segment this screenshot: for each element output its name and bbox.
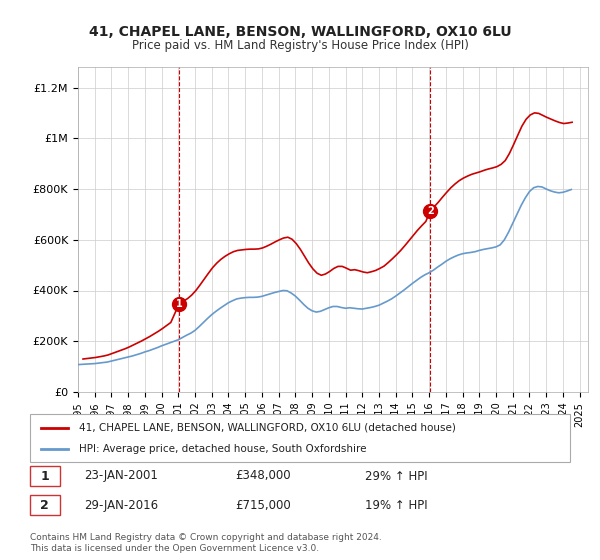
FancyBboxPatch shape: [30, 466, 60, 486]
Text: 2: 2: [427, 206, 434, 216]
FancyBboxPatch shape: [30, 495, 60, 515]
Text: 41, CHAPEL LANE, BENSON, WALLINGFORD, OX10 6LU (detached house): 41, CHAPEL LANE, BENSON, WALLINGFORD, OX…: [79, 423, 455, 433]
Text: 1: 1: [40, 469, 49, 483]
Text: 41, CHAPEL LANE, BENSON, WALLINGFORD, OX10 6LU: 41, CHAPEL LANE, BENSON, WALLINGFORD, OX…: [89, 25, 511, 39]
Text: 29% ↑ HPI: 29% ↑ HPI: [365, 469, 427, 483]
Text: 2: 2: [40, 498, 49, 512]
Text: 1: 1: [176, 298, 183, 309]
Text: £715,000: £715,000: [235, 498, 291, 512]
Text: HPI: Average price, detached house, South Oxfordshire: HPI: Average price, detached house, Sout…: [79, 444, 366, 454]
Text: £348,000: £348,000: [235, 469, 291, 483]
Text: 23-JAN-2001: 23-JAN-2001: [84, 469, 158, 483]
Text: Contains HM Land Registry data © Crown copyright and database right 2024.
This d: Contains HM Land Registry data © Crown c…: [30, 533, 382, 553]
Text: 29-JAN-2016: 29-JAN-2016: [84, 498, 158, 512]
FancyBboxPatch shape: [30, 414, 570, 462]
Text: Price paid vs. HM Land Registry's House Price Index (HPI): Price paid vs. HM Land Registry's House …: [131, 39, 469, 52]
Text: 19% ↑ HPI: 19% ↑ HPI: [365, 498, 427, 512]
